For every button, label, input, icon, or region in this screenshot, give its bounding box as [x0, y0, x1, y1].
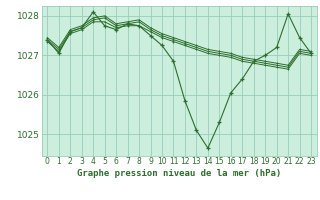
X-axis label: Graphe pression niveau de la mer (hPa): Graphe pression niveau de la mer (hPa) — [77, 169, 281, 178]
